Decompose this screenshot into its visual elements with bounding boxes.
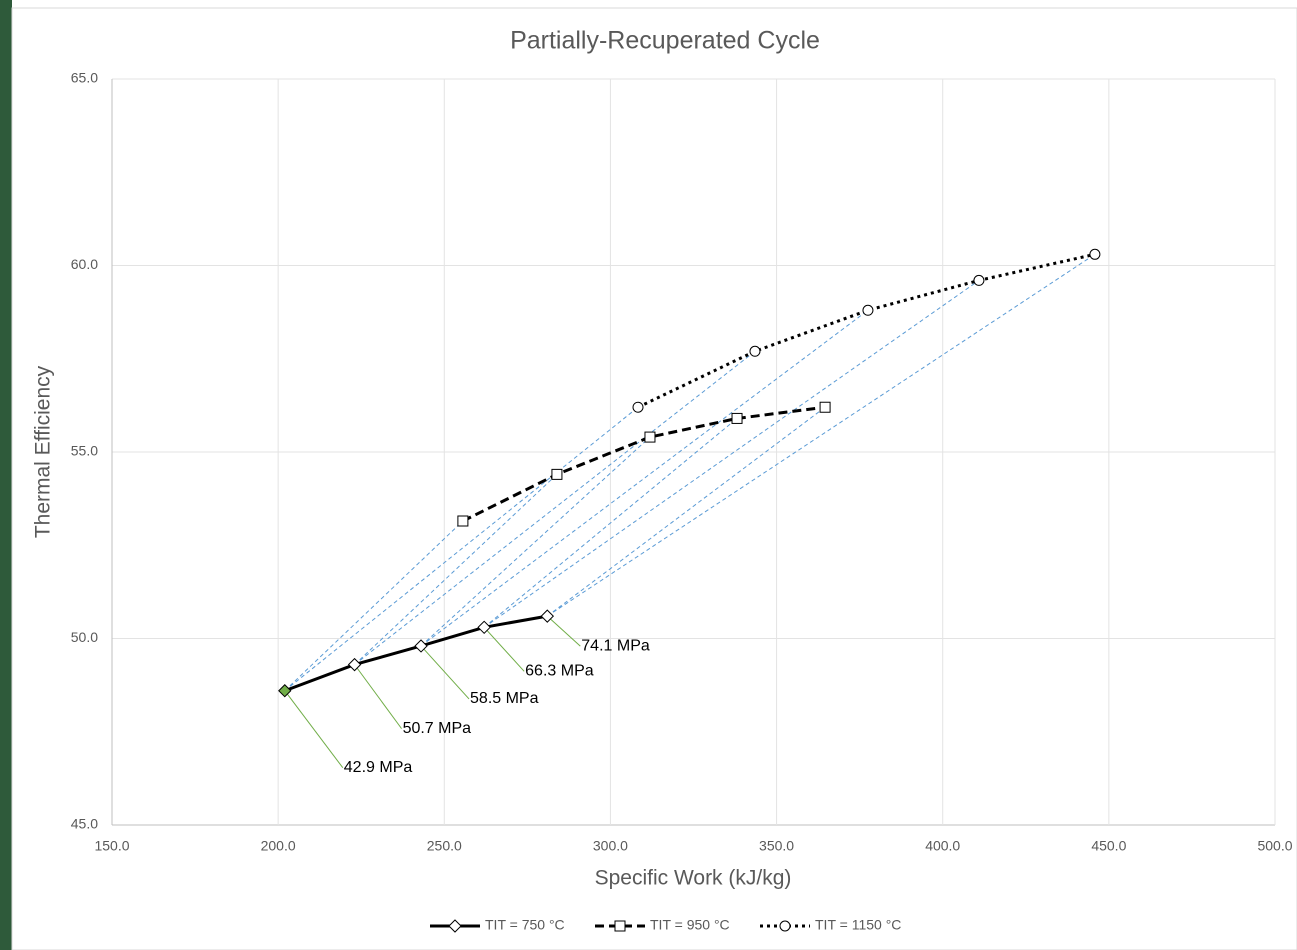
marker	[552, 469, 562, 479]
legend-label: TIT = 950 °C	[650, 917, 730, 933]
legend-label: TIT = 1150 °C	[815, 917, 901, 933]
legend-label: TIT = 750 °C	[485, 917, 565, 933]
background-edge	[0, 0, 12, 950]
y-tick-label: 45.0	[71, 816, 98, 832]
legend-marker	[780, 921, 790, 931]
x-tick-label: 350.0	[759, 838, 794, 854]
y-tick-label: 60.0	[71, 256, 98, 272]
y-tick-label: 65.0	[71, 70, 98, 86]
page: Partially-Recuperated Cycle Specific Wor…	[0, 0, 1297, 950]
marker	[633, 402, 643, 412]
chart: Partially-Recuperated Cycle Specific Wor…	[0, 0, 1297, 950]
y-tick-label: 55.0	[71, 443, 98, 459]
marker	[645, 432, 655, 442]
y-axis-label: Thermal Efficiency	[32, 365, 55, 538]
marker	[863, 305, 873, 315]
annotation: 66.3 MPa	[525, 663, 594, 680]
x-tick-label: 150.0	[94, 838, 129, 854]
x-axis-label: Specific Work (kJ/kg)	[595, 867, 792, 890]
marker	[732, 413, 742, 423]
x-tick-label: 300.0	[593, 838, 628, 854]
annotation: 74.1 MPa	[581, 637, 650, 654]
y-tick-label: 50.0	[71, 629, 98, 645]
annotation: 58.5 MPa	[470, 690, 539, 707]
x-tick-label: 250.0	[427, 838, 462, 854]
annotation: 42.9 MPa	[344, 759, 413, 776]
chart-title: Partially-Recuperated Cycle	[510, 27, 820, 55]
marker	[974, 275, 984, 285]
x-tick-label: 200.0	[261, 838, 296, 854]
x-tick-label: 400.0	[925, 838, 960, 854]
marker	[820, 402, 830, 412]
x-tick-label: 450.0	[1091, 838, 1126, 854]
chart-frame	[12, 8, 1297, 950]
marker	[750, 346, 760, 356]
annotation: 50.7 MPa	[403, 720, 472, 737]
marker	[458, 516, 468, 526]
legend-marker	[615, 921, 625, 931]
x-tick-label: 500.0	[1257, 838, 1292, 854]
marker	[1090, 249, 1100, 259]
